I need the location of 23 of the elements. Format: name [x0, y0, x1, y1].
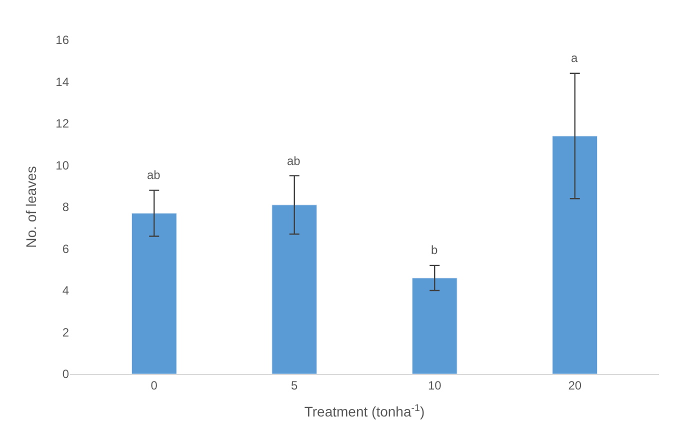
- y-tick-label: 14: [56, 74, 70, 89]
- bar: [552, 136, 598, 374]
- bar: [131, 213, 177, 374]
- y-tick-label: 12: [56, 116, 70, 131]
- y-tick-label: 10: [56, 158, 70, 172]
- annotation: ab: [147, 168, 161, 182]
- annotation: a: [571, 51, 578, 65]
- y-tick-label: 0: [62, 367, 70, 382]
- annotation: ab: [287, 154, 301, 168]
- bar: [412, 278, 458, 374]
- x-tick-label: 10: [428, 378, 442, 392]
- x-tick-label: 20: [568, 378, 582, 392]
- bar: [272, 204, 318, 374]
- x-tick-label: 5: [291, 378, 298, 392]
- y-tick-label: 4: [62, 284, 70, 298]
- y-axis-title: No. of leaves: [23, 166, 40, 248]
- x-tick-label: 0: [150, 378, 158, 392]
- y-tick-label: 16: [56, 33, 70, 48]
- y-tick-label: 6: [62, 242, 70, 256]
- x-axis-title: Treatment (tonha$^{-1}$): [304, 402, 425, 420]
- y-tick-label: 2: [62, 325, 70, 340]
- annotation: b: [431, 243, 438, 257]
- y-tick-label: 8: [62, 200, 70, 214]
